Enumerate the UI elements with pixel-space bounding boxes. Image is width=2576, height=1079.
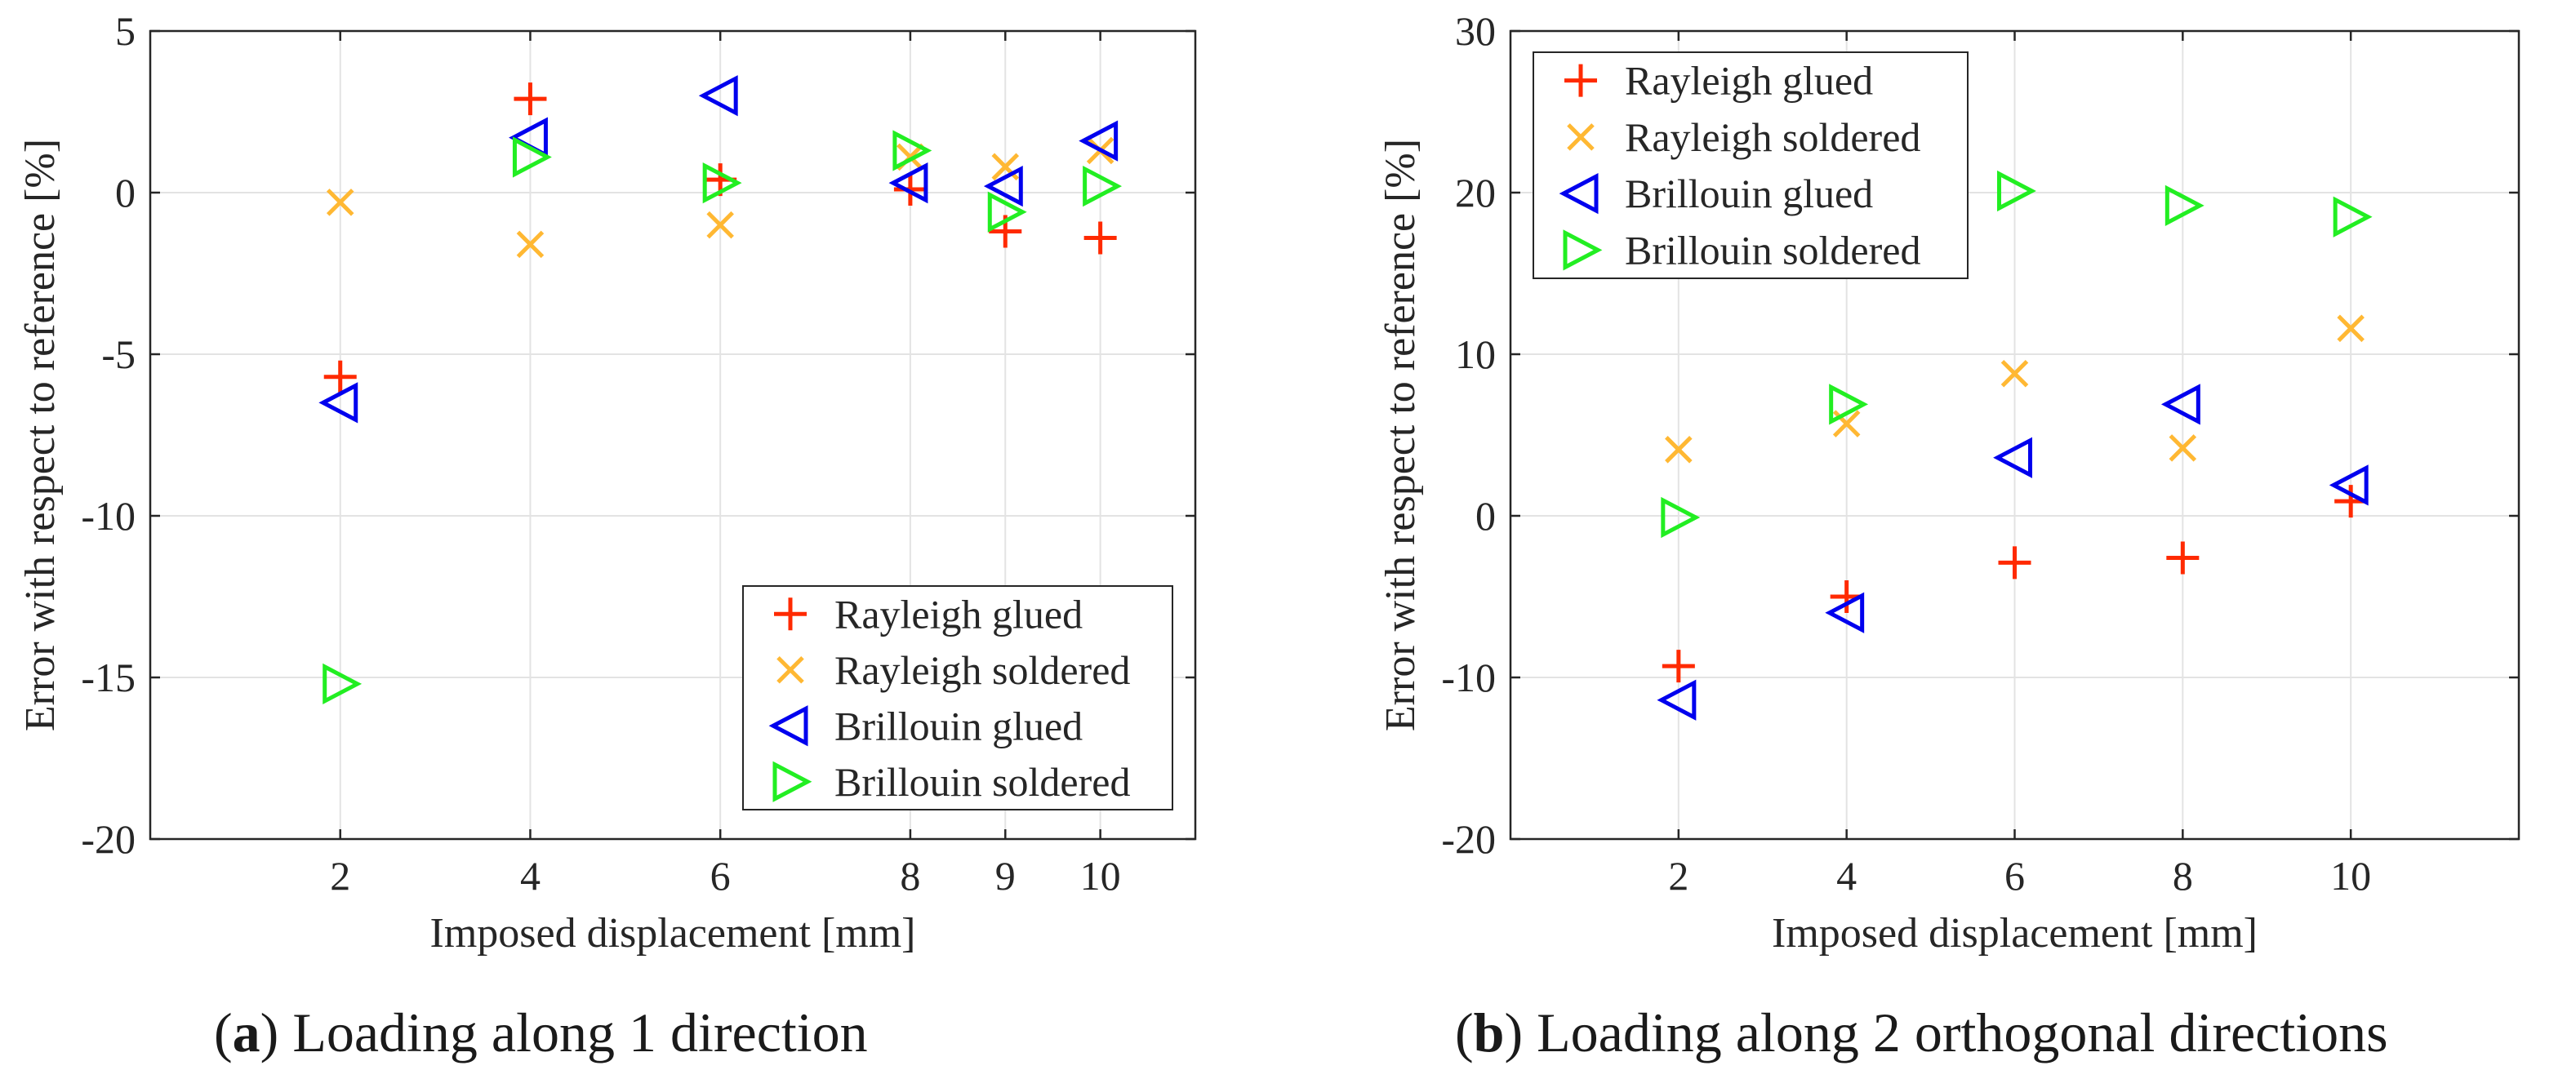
chart-a-legend-marker (768, 705, 808, 747)
chart-b-legend-label: Rayleigh soldered (1625, 114, 1920, 160)
chart-b-x-tick-label: 8 (2173, 853, 2193, 899)
chart-a-y-tick-label: -20 (81, 816, 136, 862)
chart-a-point (892, 130, 932, 171)
chart-a-point (1079, 120, 1119, 162)
chart-b-x-tick-label: 10 (2330, 853, 2371, 899)
chart-b-series-3 (1661, 170, 2373, 539)
chart-b-y-axis-label: Error with respect to reference [%] (1377, 139, 1424, 731)
chart-a-legend-label: Brillouin glued (834, 703, 1083, 748)
chart-a-point (323, 360, 357, 393)
chart-a-y-tick-label: -5 (101, 331, 136, 377)
chart-a-point (516, 230, 545, 259)
chart-b-y-tick-label: 20 (1455, 170, 1496, 215)
chart-b-point (2160, 384, 2200, 425)
chart-a-y-tick-label: -15 (81, 655, 136, 700)
chart-b: 2 4 6 8 10 30 20 10 0 -10 -20 Imposed displacement … (1377, 8, 2520, 957)
chart-b-point (1661, 496, 1701, 539)
chart-a-point (706, 211, 734, 239)
chart-b-y-tick-label: 0 (1475, 493, 1496, 539)
chart-b-legend-box (1533, 51, 1969, 279)
chart-b-legend-marker (1567, 123, 1595, 151)
chart-a-point (702, 162, 742, 204)
chart-a-point (323, 663, 363, 705)
chart-b-point (2000, 359, 2029, 388)
caption-a: (a) Loading along 1 direction (214, 1001, 868, 1063)
chart-b-y-tick-label: 30 (1455, 8, 1496, 54)
chart-a-y-tick-label: -10 (81, 493, 136, 539)
chart-a-point (512, 136, 552, 178)
chart-b-point (2169, 434, 2197, 462)
chart-a-point (888, 162, 928, 204)
chart-a-legend-label: Rayleigh glued (834, 591, 1083, 637)
chart-a-point (983, 165, 1023, 207)
chart-a-series-0 (323, 82, 1117, 393)
chart-b-legend-label: Rayleigh glued (1625, 58, 1873, 104)
chart-a-point (1083, 165, 1123, 207)
chart-a-legend-marker (774, 597, 807, 631)
chart-b-point (2164, 184, 2205, 226)
chart-a-series-2 (318, 75, 1119, 424)
chart-b-point (2337, 314, 2365, 343)
chart-b-point (1993, 437, 2032, 478)
chart-a-legend: Rayleigh glued Rayleigh soldered Brillouin… (742, 585, 1173, 810)
chart-b-legend: Rayleigh glued Rayleigh soldered Brillouin… (1533, 51, 1969, 279)
chart-b-x-tick-label: 6 (2004, 853, 2025, 899)
chart-a-y-tick-label: 5 (115, 8, 136, 54)
chart-b-point (1829, 384, 1869, 425)
chart-a-legend-marker (776, 655, 804, 684)
chart-a-x-axis-label: Imposed displacement [mm] (430, 910, 916, 957)
chart-a-x-tick-label: 4 (520, 853, 541, 899)
chart-a-legend-box (742, 585, 1173, 810)
chart-b-series-1 (1665, 314, 2365, 464)
chart-a-point (514, 82, 547, 116)
chart-a-series-3 (323, 130, 1123, 705)
chart-a-point (987, 191, 1027, 233)
chart-b-y-tick-label: -10 (1441, 655, 1496, 700)
chart-b-x-tick-label: 4 (1836, 853, 1857, 899)
chart-a-point (318, 382, 358, 424)
chart-a-point (326, 189, 354, 216)
chart-b-point (2329, 464, 2369, 506)
chart-a-x-tick-label: 9 (995, 853, 1016, 899)
chart-b-point (1657, 679, 1697, 721)
chart-b-series-2 (1657, 384, 2369, 721)
chart-b-legend-label: Brillouin soldered (1625, 227, 1920, 273)
chart-a-point (698, 75, 738, 117)
caption-b: (b) Loading along 2 orthogonal direction… (1455, 1001, 2388, 1063)
chart-b-point (2333, 196, 2373, 238)
chart-b-legend-marker (1559, 172, 1599, 215)
chart-a-legend-label: Brillouin soldered (834, 759, 1130, 805)
chart-a-x-tick-label: 8 (900, 853, 920, 899)
chart-b-point (2166, 541, 2200, 575)
chart-a-legend-label: Rayleigh soldered (834, 647, 1130, 693)
chart-a-x-tick-label: 2 (330, 853, 350, 899)
chart-a-point (1083, 221, 1117, 255)
chart-a-y-tick-label: 0 (115, 170, 136, 215)
chart-b-point (1662, 650, 1695, 683)
chart-b-y-tick-label: 10 (1455, 331, 1496, 377)
chart-b-legend-marker (1563, 229, 1603, 271)
chart-b-y-tick-label: -20 (1441, 816, 1496, 862)
chart-b-point (1998, 546, 2031, 579)
chart-b-legend-label: Brillouin glued (1625, 171, 1873, 216)
chart-b-point (1665, 436, 1693, 464)
chart-a-x-tick-label: 10 (1080, 853, 1121, 899)
chart-b-point (1825, 592, 1865, 633)
chart-a-y-axis-label: Error with respect to reference [%] (17, 139, 64, 731)
chart-a-point (893, 173, 927, 206)
chart-a-legend-marker (772, 761, 812, 802)
chart-b-legend-marker (1564, 64, 1597, 97)
chart-a-x-tick-label: 6 (710, 853, 731, 899)
chart-b-point (1997, 170, 2036, 212)
chart-a: 2 4 6 8 9 10 5 0 -5 -10 -15 -20 Imposed displacement… (17, 8, 1197, 957)
chart-b-x-tick-label: 2 (1668, 853, 1688, 899)
chart-a-plot-area (149, 29, 1197, 841)
chart-b-x-axis-label: Imposed displacement [mm] (1772, 910, 2258, 957)
